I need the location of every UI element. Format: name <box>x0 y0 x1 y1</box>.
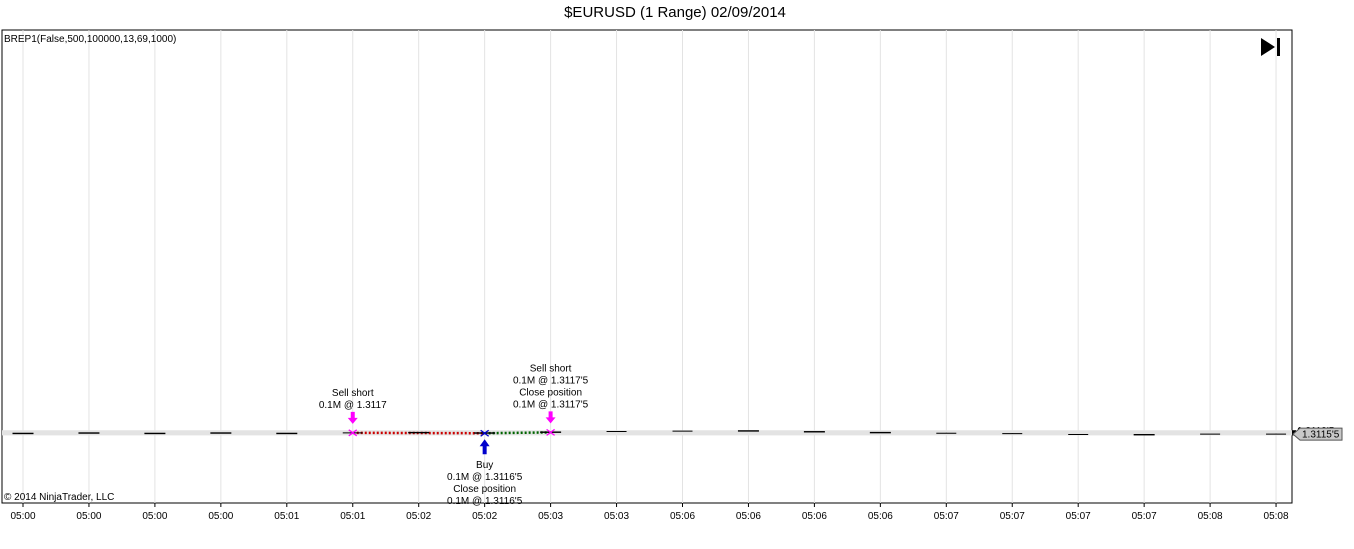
x-tick-label: 05:06 <box>868 511 893 522</box>
indicator-label: BREP1(False,500,100000,13,69,1000) <box>4 34 176 45</box>
trade-annotation-text: Close position <box>453 484 516 495</box>
trade-annotation-text: 0.1M @ 1.3117'5 <box>513 399 589 410</box>
x-tick-label: 05:06 <box>670 511 695 522</box>
x-tick-label: 05:02 <box>406 511 431 522</box>
x-tick-label: 05:06 <box>802 511 827 522</box>
trade-annotation-text: Close position <box>519 387 582 398</box>
time-axis: 05:00 05:00 05:00 05:00 05:01 05:01 05:02 05:02… <box>10 503 1289 522</box>
trade-annotation-text: 0.1M @ 1.3116'5 <box>447 472 523 483</box>
trade-annotation-text: Buy <box>476 460 493 471</box>
x-tick-label: 05:02 <box>472 511 497 522</box>
trade-annotation-text: Sell short <box>332 388 374 399</box>
x-tick-label: 05:06 <box>736 511 761 522</box>
sell-arrow-icon <box>545 411 556 424</box>
x-tick-label: 05:07 <box>1000 511 1025 522</box>
x-tick-label: 05:01 <box>274 511 299 522</box>
x-tick-label: 05:01 <box>340 511 365 522</box>
x-tick-label: 05:07 <box>1132 511 1157 522</box>
x-tick-label: 05:00 <box>208 511 233 522</box>
sell-arrow-icon <box>347 411 358 424</box>
x-tick-label: 05:00 <box>10 511 35 522</box>
x-tick-label: 05:03 <box>604 511 629 522</box>
x-tick-label: 05:00 <box>76 511 101 522</box>
x-tick-label: 05:08 <box>1264 511 1289 522</box>
chart-title: $EURUSD (1 Range) 02/09/2014 <box>564 4 786 21</box>
buy-arrow-icon <box>479 439 490 455</box>
trade-annotation-text: Sell short <box>530 363 572 374</box>
svg-text:1.3115'5: 1.3115'5 <box>1302 430 1340 441</box>
x-tick-label: 05:03 <box>538 511 563 522</box>
x-tick-label: 05:08 <box>1198 511 1223 522</box>
last-price-badge: 1.3115'5 <box>1292 427 1343 441</box>
trade-annotation-text: 0.1M @ 1.3117 <box>319 400 387 411</box>
x-tick-label: 05:00 <box>142 511 167 522</box>
fill-price-marker <box>348 429 358 437</box>
bars[interactable] <box>12 430 1287 436</box>
fill-price-marker <box>546 428 555 436</box>
copyright-text: © 2014 NinjaTrader, LLC <box>4 492 114 503</box>
trade-annotation-text: 0.1M @ 1.3117'5 <box>513 375 589 386</box>
trade-annotation-text: 0.1M @ 1.3116'5 <box>447 496 523 507</box>
fill-price-marker <box>480 429 490 437</box>
x-tick-label: 05:07 <box>934 511 959 522</box>
skip-to-end-icon[interactable] <box>1261 38 1280 56</box>
winning-trade-line <box>484 431 551 435</box>
x-tick-label: 05:07 <box>1066 511 1091 522</box>
